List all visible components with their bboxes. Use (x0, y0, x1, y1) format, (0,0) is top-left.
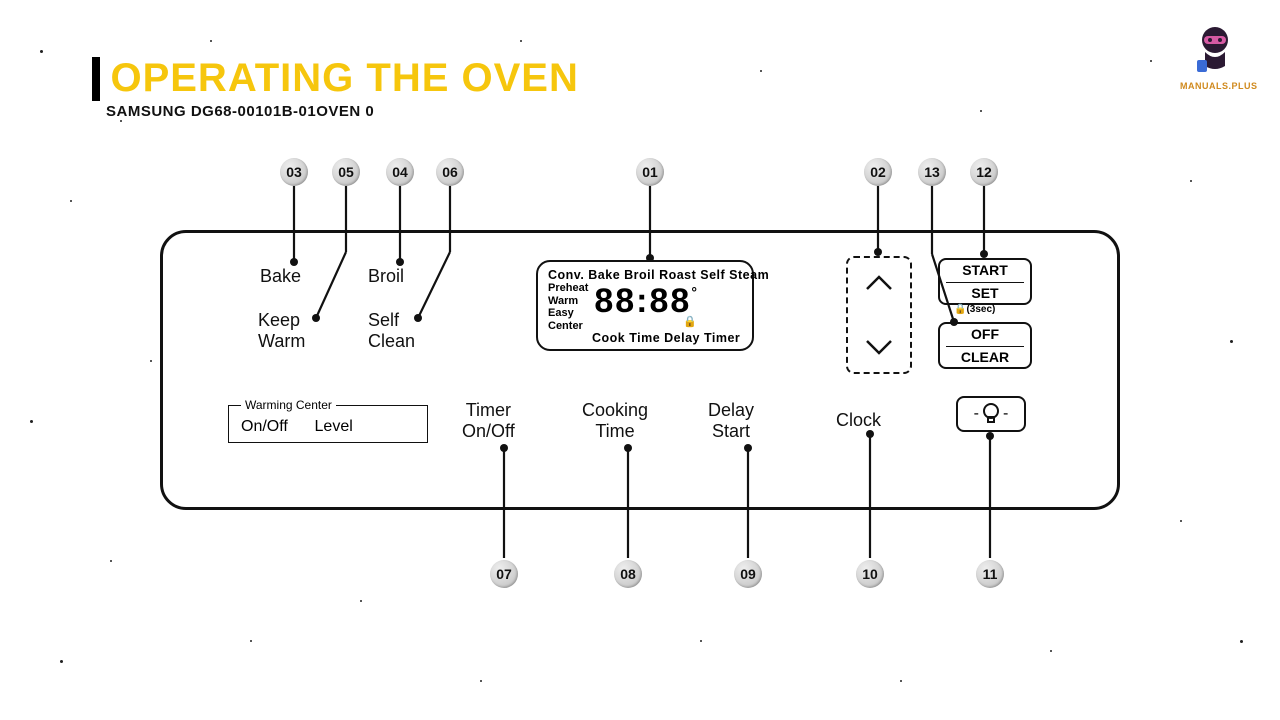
lock-icon: 🔒 (683, 316, 697, 328)
speck (120, 120, 122, 122)
callout-05: 05 (332, 158, 360, 186)
chevron-down-icon[interactable] (864, 338, 894, 356)
speck (110, 560, 112, 562)
display-digits: 88:88 (594, 282, 691, 320)
speck (700, 640, 702, 642)
warming-center-box: Warming Center On/Off Level (228, 398, 428, 443)
callout-09: 09 (734, 560, 762, 588)
speck (1180, 520, 1182, 522)
off-clear-button[interactable]: OFF CLEAR (938, 322, 1032, 369)
speck (250, 640, 252, 642)
callout-13: 13 (918, 158, 946, 186)
speck (1150, 60, 1152, 62)
speck (980, 110, 982, 112)
label-delay-start: DelayStart (708, 400, 754, 441)
warming-level[interactable]: Level (315, 418, 353, 435)
lightbulb-icon (981, 402, 1001, 426)
page-title: OPERATING THE OVEN (110, 56, 578, 101)
display-row-top: Conv. Bake Broil Roast Self Steam (548, 268, 742, 282)
label-clock: Clock (836, 410, 881, 431)
speck (1230, 340, 1233, 343)
speck (1190, 180, 1192, 182)
callout-06: 06 (436, 158, 464, 186)
speck (480, 680, 482, 682)
speck (70, 200, 72, 202)
ninja-icon (1187, 20, 1243, 76)
callout-07: 07 (490, 560, 518, 588)
speck (900, 680, 902, 682)
label-timer: TimerOn/Off (462, 400, 515, 441)
speck (60, 660, 63, 663)
brand-logo: MANUALS.PLUS (1180, 20, 1250, 91)
speck (360, 600, 362, 602)
page-subtitle: SAMSUNG DG68-00101B-01OVEN 0 (106, 103, 579, 120)
callout-08: 08 (614, 560, 642, 588)
callout-10: 10 (856, 560, 884, 588)
callout-03: 03 (280, 158, 308, 186)
warming-center-legend: Warming Center (241, 398, 336, 412)
label-broil: Broil (368, 266, 404, 287)
oven-light-button[interactable]: - - (956, 396, 1026, 432)
display-left-col: Preheat Warm Easy Center (548, 282, 588, 333)
dash-icon-2: - (1003, 405, 1008, 423)
speck (1240, 640, 1243, 643)
start-set-button[interactable]: START SET (938, 258, 1032, 305)
speck (150, 360, 152, 362)
label-cooking-time: CookingTime (582, 400, 648, 441)
speck (1050, 650, 1052, 652)
header: OPERATING THE OVEN SAMSUNG DG68-00101B-0… (92, 56, 579, 120)
oven-display: Conv. Bake Broil Roast Self Steam Prehea… (536, 260, 754, 351)
callout-02: 02 (864, 158, 892, 186)
speck (520, 40, 522, 42)
speck (40, 50, 43, 53)
callout-01: 01 (636, 158, 664, 186)
speck (210, 40, 212, 42)
display-row-bottom: Cook Time Delay Timer (548, 331, 742, 345)
brand-text: MANUALS.PLUS (1180, 81, 1250, 91)
speck (760, 70, 762, 72)
title-accent (92, 57, 100, 101)
label-self-clean: SelfClean (368, 310, 415, 351)
dash-icon: - (974, 405, 979, 423)
callout-04: 04 (386, 158, 414, 186)
chevron-up-icon[interactable] (864, 274, 894, 292)
callout-12: 12 (970, 158, 998, 186)
up-down-pad[interactable] (846, 256, 912, 374)
start-set-sub: 🔒(3sec) (954, 304, 995, 315)
label-keep-warm: KeepWarm (258, 310, 305, 351)
label-bake: Bake (260, 266, 301, 287)
warming-onoff[interactable]: On/Off (241, 418, 288, 435)
speck (30, 420, 33, 423)
callout-11: 11 (976, 560, 1004, 588)
